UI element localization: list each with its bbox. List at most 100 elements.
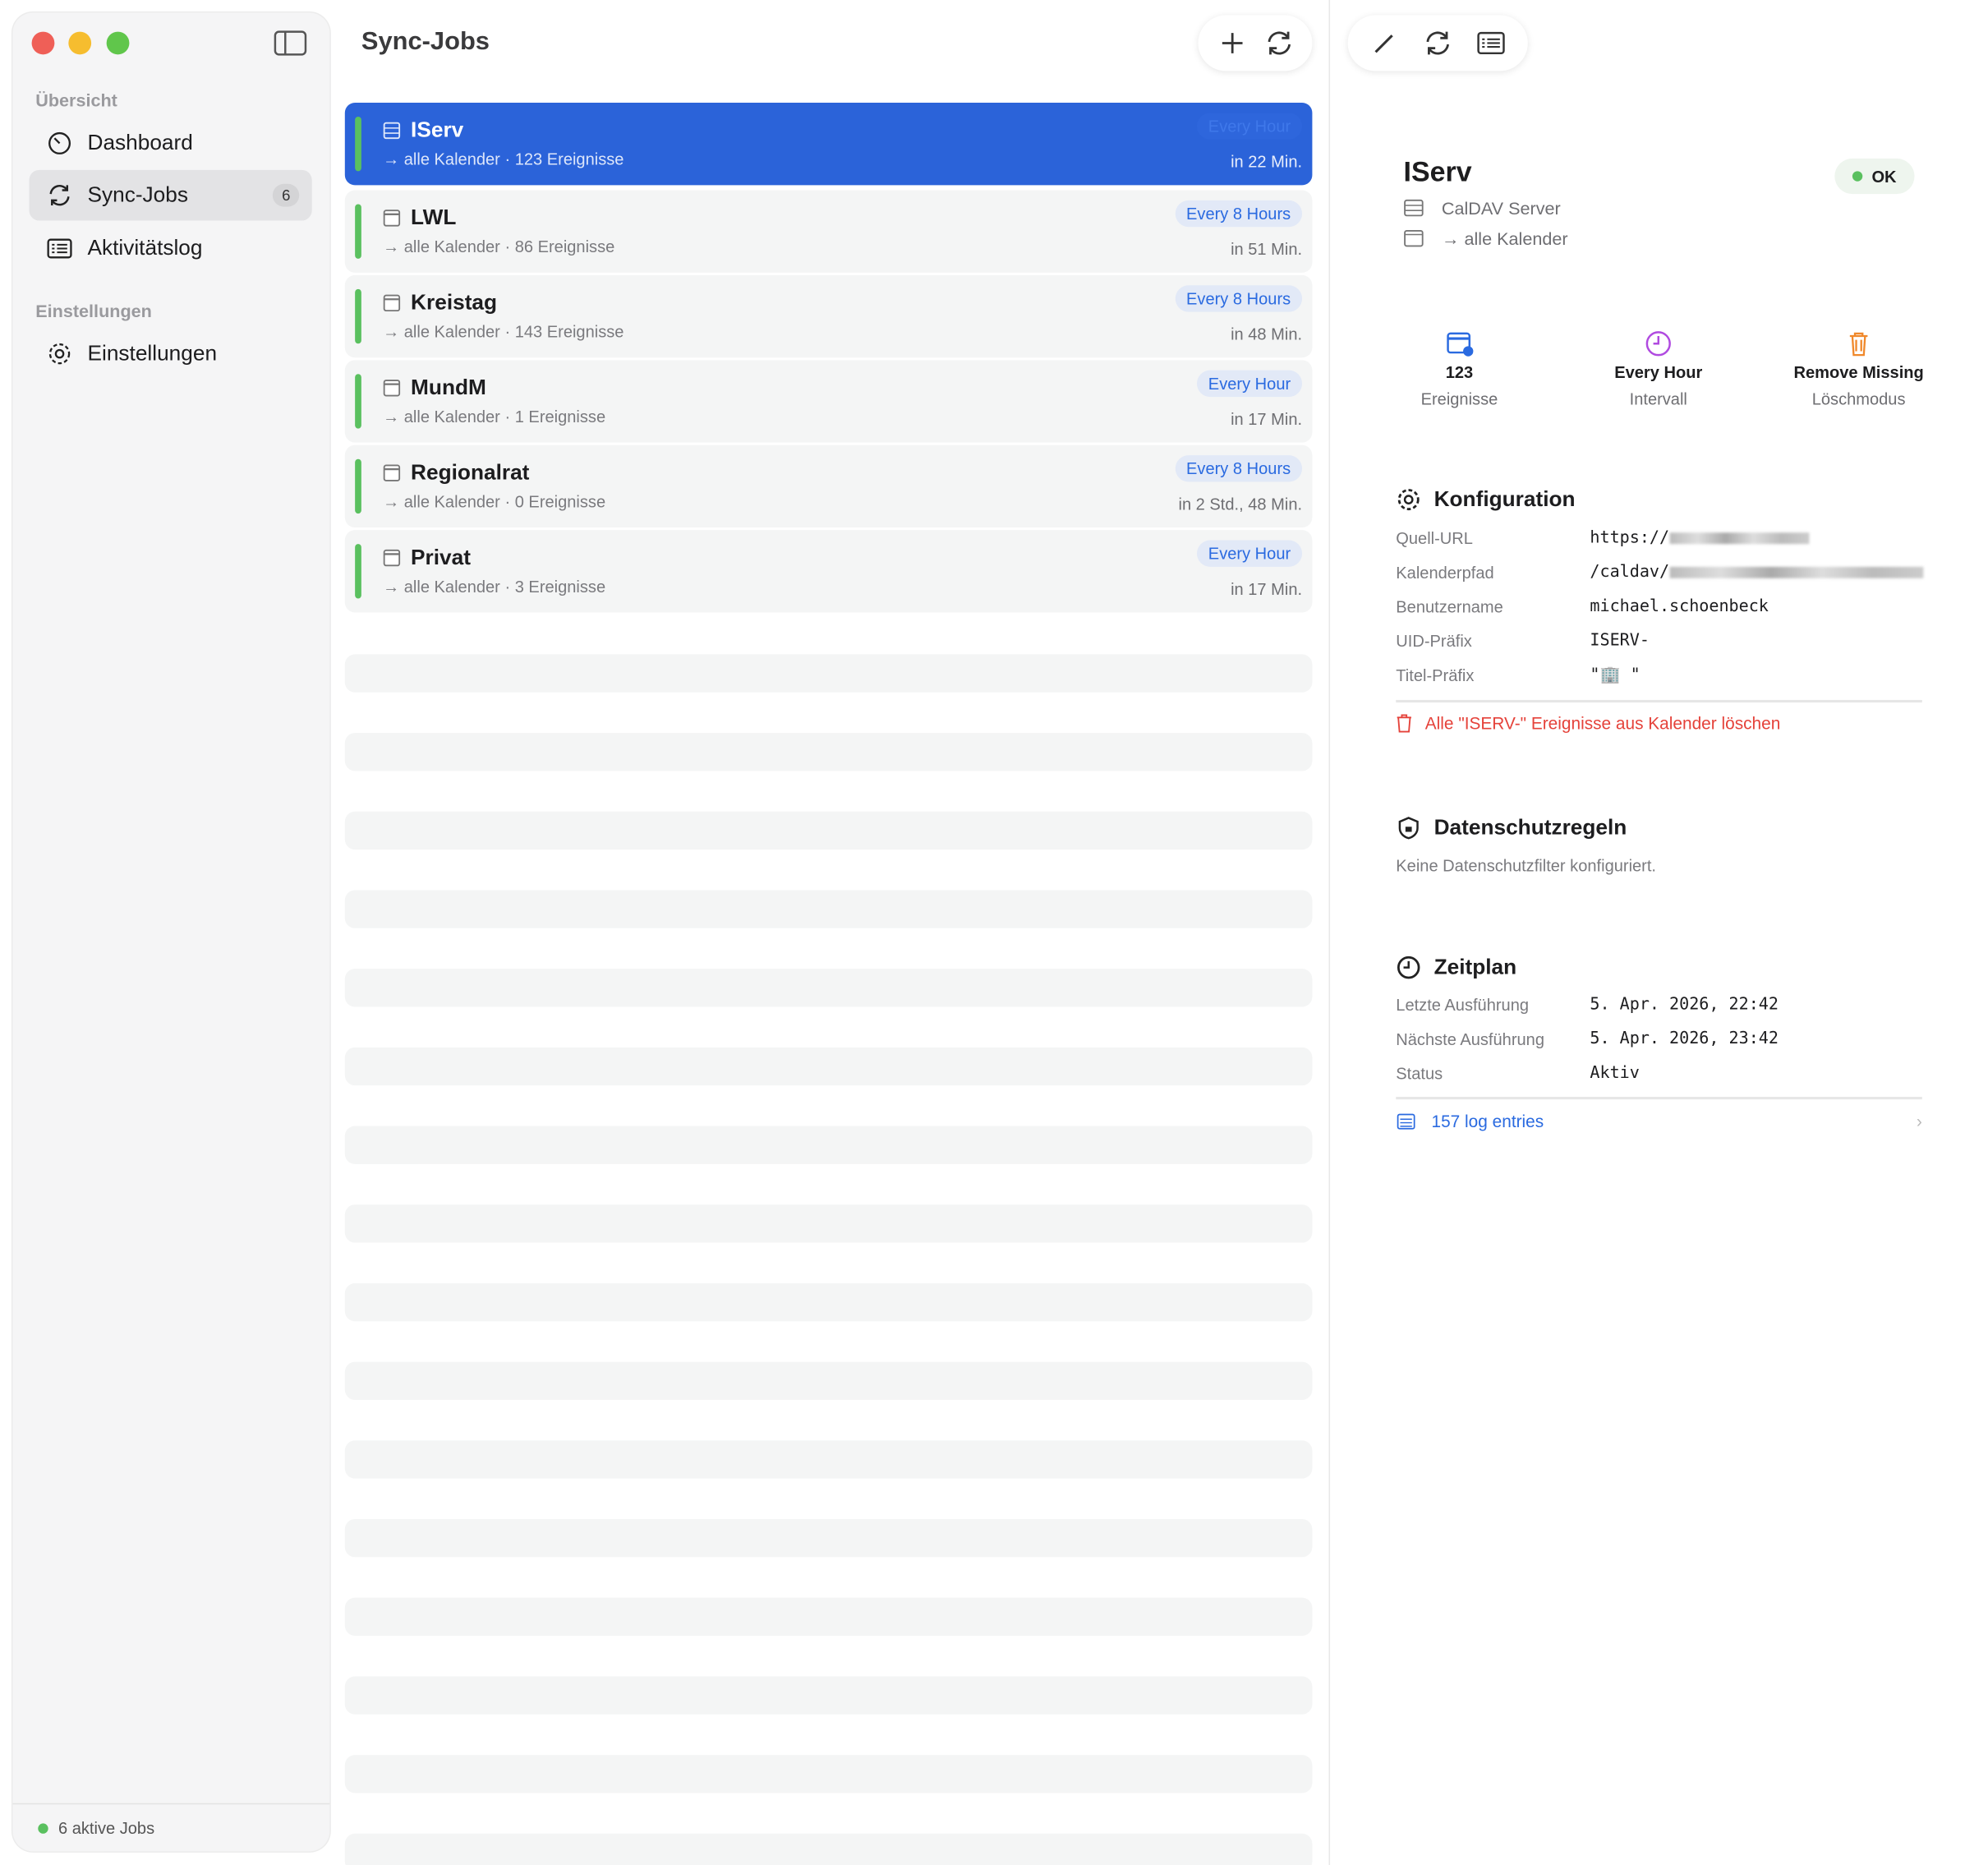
status-text: OK — [1871, 166, 1897, 186]
placeholder-row — [344, 1755, 1313, 1794]
schedule-label: Status — [1396, 1063, 1443, 1084]
placeholder-row — [344, 654, 1313, 693]
active-jobs-label: 6 aktive Jobs — [58, 1818, 155, 1838]
job-subtitle: → alle Kalender · 1 Ereignisse — [383, 407, 606, 426]
sidebar-item-sync-jobs[interactable]: Sync-Jobs 6 — [29, 169, 312, 221]
stat-value: Every Hour — [1614, 362, 1703, 382]
placeholder-row — [344, 969, 1313, 1007]
next-run: in 22 Min. — [1231, 152, 1303, 172]
close-window-button[interactable] — [31, 31, 55, 55]
job-name: Kreistag — [383, 290, 497, 315]
schedule-value: Aktiv — [1590, 1063, 1640, 1084]
source-type: CalDAV Server — [1404, 197, 1561, 219]
source-type-text: CalDAV Server — [1441, 197, 1561, 219]
chevron-right-icon: › — [1916, 1112, 1922, 1131]
job-row[interactable]: LWL → alle Kalender · 86 Ereignisse Every … — [344, 190, 1313, 273]
config-label: Kalenderpfad — [1396, 563, 1494, 583]
gear-icon — [48, 343, 71, 365]
privacy-heading: Datenschutzregeln — [1396, 815, 1627, 840]
shield-lock-icon — [1398, 817, 1419, 840]
job-name: LWL — [383, 205, 456, 231]
job-row[interactable]: IServ → alle Kalender · 123 Ereignisse Eve… — [344, 103, 1313, 186]
trash-icon — [1397, 714, 1411, 733]
job-row[interactable]: Regionalrat → alle Kalender · 0 Ereigniss… — [344, 444, 1313, 528]
stat-label: Intervall — [1629, 389, 1687, 408]
config-value-text: michael.schoenbeck — [1590, 596, 1769, 617]
interval-badge: Every 8 Hours — [1175, 455, 1303, 482]
placeholder-row — [344, 1440, 1313, 1479]
clock-icon — [1645, 331, 1671, 357]
calendar-icon — [383, 549, 401, 567]
schedule-value: 5. Apr. 2026, 23:42 — [1590, 1029, 1779, 1049]
interval-badge: Every 8 Hours — [1175, 200, 1303, 228]
placeholder-row — [344, 1204, 1313, 1243]
job-name-text: MundM — [411, 375, 486, 400]
sidebar — [12, 12, 330, 1852]
gauge-icon — [48, 131, 71, 154]
add-icon[interactable] — [1217, 28, 1247, 58]
config-heading: Konfiguration — [1396, 487, 1576, 513]
status-dot — [38, 1822, 48, 1833]
sidebar-item-label: Einstellungen — [87, 341, 218, 366]
schedule-value: 5. Apr. 2026, 22:42 — [1590, 995, 1779, 1015]
server-icon — [1404, 199, 1424, 217]
delete-label: Alle "ISERV-" Ereignisse aus Kalender lö… — [1424, 713, 1781, 734]
trash-icon — [1849, 332, 1868, 357]
list-toolbar — [1198, 15, 1313, 71]
stat-events: 123 Ereignisse — [1358, 329, 1561, 408]
log-count: 157 log entries — [1431, 1112, 1544, 1131]
status-badge: OK — [1834, 158, 1915, 195]
pane-divider — [1328, 0, 1331, 1865]
job-row[interactable]: MundM → alle Kalender · 1 Ereignisse Every… — [344, 360, 1313, 443]
status-bar — [355, 374, 361, 429]
placeholder-row — [344, 1282, 1313, 1322]
sidebar-item-activity-log[interactable]: Aktivitätslog — [29, 223, 311, 274]
heading-text: Zeitplan — [1433, 955, 1517, 979]
job-name-text: Regionalrat — [411, 460, 530, 485]
config-value: /caldav/ — [1590, 563, 1923, 582]
config-label: UID-Präfix — [1396, 631, 1472, 651]
job-name: Privat — [383, 546, 471, 571]
sidebar-item-label: Sync-Jobs — [87, 182, 189, 207]
schedule-label: Letzte Ausführung — [1396, 995, 1530, 1015]
sidebar-item-label: Dashboard — [87, 130, 193, 155]
section-header: Übersicht — [35, 90, 117, 111]
sync-now-icon[interactable] — [1423, 28, 1453, 58]
stat-label: Löschmodus — [1811, 389, 1906, 408]
config-label: Titel-Präfix — [1396, 665, 1475, 685]
sidebar-toggle-icon[interactable] — [274, 30, 307, 56]
page-title: Sync-Jobs — [361, 27, 490, 56]
edit-pencil-icon[interactable] — [1369, 28, 1400, 58]
log-list-icon[interactable] — [1476, 28, 1507, 58]
job-row[interactable]: Kreistag → alle Kalender · 143 Ereignisse… — [344, 274, 1313, 358]
next-run: in 51 Min. — [1231, 239, 1303, 259]
schedule-heading: Zeitplan — [1396, 955, 1516, 980]
sidebar-item-dashboard[interactable]: Dashboard — [29, 118, 311, 169]
job-name-text: Privat — [411, 545, 471, 569]
job-name-text: Kreistag — [411, 290, 498, 315]
job-row[interactable]: Privat → alle Kalender · 3 Ereignisse Ever… — [344, 530, 1313, 613]
detail-toolbar — [1347, 15, 1528, 71]
heading-text: Datenschutzregeln — [1433, 815, 1627, 840]
minimize-window-button[interactable] — [68, 31, 92, 55]
next-run: in 17 Min. — [1231, 409, 1303, 429]
calendar-icon — [383, 294, 401, 312]
config-value: https:// — [1590, 529, 1809, 548]
interval-badge: Every 8 Hours — [1175, 285, 1303, 312]
stat-label: Ereignisse — [1420, 389, 1498, 408]
job-name-text: IServ — [411, 117, 464, 142]
delete-events-button[interactable]: Alle "ISERV-" Ereignisse aus Kalender lö… — [1396, 714, 1780, 733]
gear-icon — [1397, 489, 1420, 511]
placeholder-row — [344, 1597, 1313, 1636]
sidebar-item-settings[interactable]: Einstellungen — [29, 329, 311, 380]
next-run: in 17 Min. — [1231, 579, 1303, 599]
refresh-icon[interactable] — [1263, 28, 1294, 58]
divider — [1396, 699, 1922, 703]
stat-value: Remove Missing — [1793, 362, 1924, 382]
job-subtitle: → alle Kalender · 0 Ereignisse — [383, 491, 606, 511]
config-label: Quell-URL — [1396, 528, 1473, 548]
clock-icon — [1397, 956, 1420, 979]
zoom-window-button[interactable] — [106, 31, 130, 55]
config-value: ISERV- — [1590, 632, 1649, 651]
log-entries-link[interactable]: 157 log entries › — [1396, 1112, 1922, 1131]
